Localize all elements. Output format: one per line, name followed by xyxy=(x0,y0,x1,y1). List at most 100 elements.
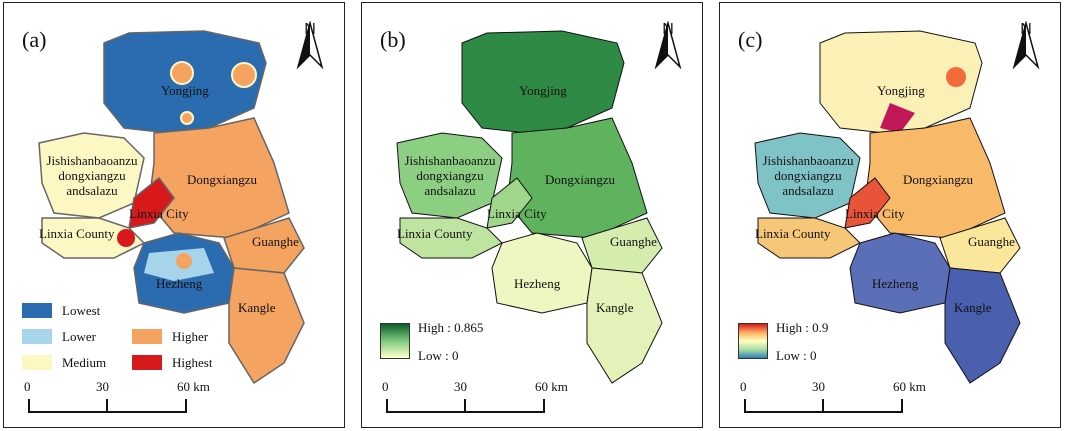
hotspot-circle-4 xyxy=(117,229,135,247)
region-hezheng xyxy=(491,232,593,314)
scale-tick-mark xyxy=(822,399,824,413)
gradient-high-label: High : 0.9 xyxy=(776,320,829,335)
place-jishishan: Jishishanbaoanzu dongxiangzu andsalazu xyxy=(22,153,162,198)
hotspot-circle-1 xyxy=(170,61,194,85)
north-arrow: N xyxy=(652,21,684,91)
region-guanghe xyxy=(581,217,663,274)
place-linxia-city: Linxia City xyxy=(487,206,547,221)
panel-label: (a) xyxy=(22,27,47,52)
scale-tick-mark xyxy=(744,399,746,413)
region-linxia-county xyxy=(41,217,146,259)
panel-label: (b) xyxy=(380,27,406,52)
scale-tick: 30 xyxy=(812,379,825,394)
scale-tick: 0 xyxy=(24,379,31,394)
legend-label: Lowest xyxy=(62,303,101,318)
legend-label: Medium xyxy=(62,355,107,370)
region-dongxiangzu xyxy=(864,117,1006,239)
place-jishishan-line1: Jishishanbaoanzu xyxy=(762,153,854,168)
place-linxia-county: Linxia County xyxy=(397,226,473,241)
legend-label: Highest xyxy=(172,355,213,370)
hotspot-circle-1 xyxy=(946,67,966,87)
scale-tick-mark xyxy=(28,399,30,413)
legend-label: Higher xyxy=(172,329,209,344)
place-jishishan: Jishishanbaoanzu dongxiangzu andsalazu xyxy=(738,153,878,198)
place-jishishan: Jishishanbaoanzu dongxiangzu andsalazu xyxy=(380,153,520,198)
place-jishishan-line1: Jishishanbaoanzu xyxy=(404,153,496,168)
place-guanghe: Guanghe xyxy=(610,234,657,249)
place-dongxiangzu: Dongxiangzu xyxy=(545,172,616,187)
scale-bar: 0 30 60 km xyxy=(738,379,938,413)
place-yongjing: Yongjing xyxy=(161,83,209,98)
scale-tick: 60 km xyxy=(893,379,926,394)
place-jishishan-line1: Jishishanbaoanzu xyxy=(46,153,138,168)
legend-swatch xyxy=(22,303,52,318)
scale-tick: 0 xyxy=(740,379,747,394)
region-linxia-county xyxy=(399,217,503,259)
hotspot-circle-2 xyxy=(231,62,257,88)
region-dongxiangzu xyxy=(148,117,290,239)
place-yongjing: Yongjing xyxy=(877,83,925,98)
north-arrow-icon xyxy=(654,21,682,70)
region-kangle xyxy=(944,267,1021,384)
place-jishishan-line3: andsalazu xyxy=(66,183,118,198)
region-guanghe xyxy=(939,217,1021,274)
place-kangle: Kangle xyxy=(238,300,276,315)
scale-bar: 0 30 60 km xyxy=(22,379,222,413)
region-linxia-city xyxy=(486,177,533,229)
gradient-low-label: Low : 0 xyxy=(776,348,817,363)
map-panel-b: (b) N Yongjing Jishishanbaoanzu dongxian… xyxy=(361,2,703,428)
map-c-svg xyxy=(754,30,1021,384)
map-panel-c: (c) N Yongjing Jishishanbaoanzu dongxian… xyxy=(719,2,1061,428)
region-yongjing xyxy=(819,30,983,134)
scale-tick: 30 xyxy=(96,379,109,394)
legend-swatch xyxy=(22,355,52,370)
hotspot-circle-5 xyxy=(176,253,192,269)
north-arrow: N xyxy=(1010,21,1042,91)
map-a-svg xyxy=(38,30,305,385)
place-jishishan-line2: dongxiangzu xyxy=(58,168,126,183)
legend: Lowest Lower Higher Medium Highest xyxy=(22,303,232,383)
scale-tick-mark xyxy=(185,399,187,413)
legend-swatch xyxy=(132,329,162,344)
place-jishishan-line2: dongxiangzu xyxy=(774,168,842,183)
place-linxia-city: Linxia City xyxy=(845,206,905,221)
place-jishishan-line3: andsalazu xyxy=(424,183,476,198)
scale-tick-mark xyxy=(901,399,903,413)
gradient-high-label: High : 0.865 xyxy=(418,320,484,335)
scale-tick-mark xyxy=(543,399,545,413)
gradient-legend xyxy=(380,323,410,359)
north-arrow: N xyxy=(294,21,326,91)
region-yongjing-edge xyxy=(880,103,915,133)
north-arrow-icon xyxy=(296,21,324,70)
place-kangle: Kangle xyxy=(596,300,634,315)
place-linxia-county: Linxia County xyxy=(755,226,831,241)
place-yongjing: Yongjing xyxy=(519,83,567,98)
legend-label: Lower xyxy=(62,329,96,344)
scale-tick: 60 km xyxy=(177,379,210,394)
legend-swatch xyxy=(132,355,162,370)
panel-label: (c) xyxy=(738,27,763,52)
place-linxia-county: Linxia County xyxy=(39,226,115,241)
region-dongxiangzu xyxy=(506,117,648,239)
place-dongxiangzu: Dongxiangzu xyxy=(187,172,258,187)
place-kangle: Kangle xyxy=(954,300,992,315)
place-hezheng: Hezheng xyxy=(156,276,203,291)
place-hezheng: Hezheng xyxy=(514,276,561,291)
place-jishishan-line3: andsalazu xyxy=(782,183,834,198)
place-guanghe: Guanghe xyxy=(252,234,299,249)
scale-bar: 0 30 60 km xyxy=(380,379,580,413)
scale-tick: 30 xyxy=(454,379,467,394)
hotspot-circle-3 xyxy=(180,111,194,125)
scale-tick-mark xyxy=(386,399,388,413)
region-hezheng xyxy=(849,232,951,314)
map-b-svg xyxy=(396,30,663,384)
scale-tick-mark xyxy=(464,399,466,413)
map-panel-a: (a) N Yongjing Jishishanbaoanzu dongxian… xyxy=(3,2,345,428)
region-kangle xyxy=(228,267,305,385)
gradient-legend xyxy=(738,323,768,359)
scale-tick: 60 km xyxy=(535,379,568,394)
scale-tick: 0 xyxy=(382,379,389,394)
gradient-low-label: Low : 0 xyxy=(418,348,459,363)
scale-tick-mark xyxy=(106,399,108,413)
place-linxia-city: Linxia City xyxy=(129,206,189,221)
